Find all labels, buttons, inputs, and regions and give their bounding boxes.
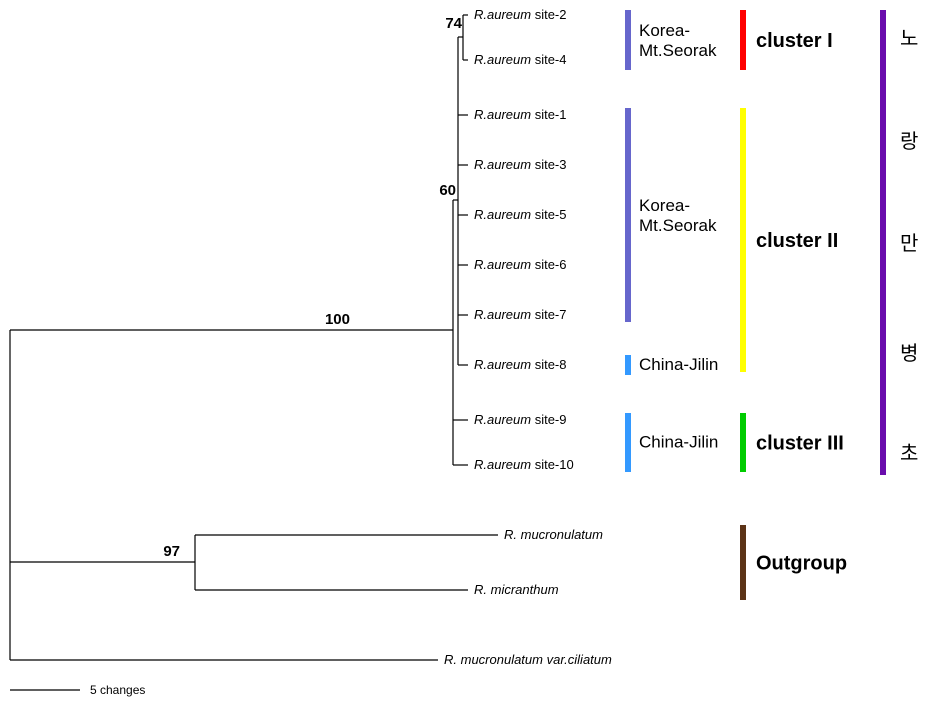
taxon-label: R.aureum site-5 bbox=[474, 207, 566, 222]
taxon-label: R.aureum site-10 bbox=[474, 457, 574, 472]
taxon-label: R. mucronulatum bbox=[504, 527, 603, 542]
scale-label: 5 changes bbox=[90, 683, 145, 697]
cluster-label: cluster I bbox=[756, 30, 833, 52]
taxon-label: R.aureum site-9 bbox=[474, 412, 566, 427]
region-bar bbox=[625, 355, 631, 375]
region-bar bbox=[625, 10, 631, 70]
cluster-bar bbox=[740, 108, 746, 372]
taxon-label: R.aureum site-8 bbox=[474, 357, 566, 372]
korean-label: 초 bbox=[900, 443, 918, 465]
cluster-label: cluster III bbox=[756, 433, 844, 455]
taxon-label: R.aureum site-3 bbox=[474, 157, 566, 172]
cluster-bar bbox=[740, 525, 746, 600]
korean-label: 노 bbox=[900, 28, 918, 50]
region-label: China-Jilin bbox=[639, 355, 718, 374]
taxon-label: R.aureum site-7 bbox=[474, 307, 566, 322]
cluster-bar bbox=[740, 413, 746, 472]
bootstrap-value: 100 bbox=[325, 311, 350, 328]
taxon-label: R.aureum site-6 bbox=[474, 257, 566, 272]
taxon-label: R.aureum site-4 bbox=[474, 52, 566, 67]
cluster-bar bbox=[740, 10, 746, 70]
korean-label: 랑 bbox=[900, 130, 918, 153]
bootstrap-value: 60 bbox=[439, 182, 456, 199]
bootstrap-value: 74 bbox=[445, 15, 462, 32]
cluster-label: cluster II bbox=[756, 230, 838, 252]
region-label: Korea-Mt.Seorak bbox=[639, 21, 717, 60]
taxon-label: R. micranthum bbox=[474, 582, 559, 597]
cluster-label: Outgroup bbox=[756, 553, 847, 575]
region-bar bbox=[625, 413, 631, 472]
region-bar bbox=[625, 108, 631, 322]
korean-label: 병 bbox=[900, 342, 918, 365]
region-label: China-Jilin bbox=[639, 433, 718, 452]
taxon-label: R.aureum site-2 bbox=[474, 7, 566, 22]
species-bar bbox=[880, 10, 886, 475]
bootstrap-value: 97 bbox=[163, 543, 180, 560]
korean-label: 만 bbox=[900, 232, 918, 255]
taxon-label: R. mucronulatum var.ciliatum bbox=[444, 652, 612, 667]
phylogenetic-tree: R.aureum site-2 R.aureum site-4 R.aureum s… bbox=[0, 0, 925, 718]
taxon-label: R.aureum site-1 bbox=[474, 107, 566, 122]
region-label: Korea-Mt.Seorak bbox=[639, 196, 717, 235]
